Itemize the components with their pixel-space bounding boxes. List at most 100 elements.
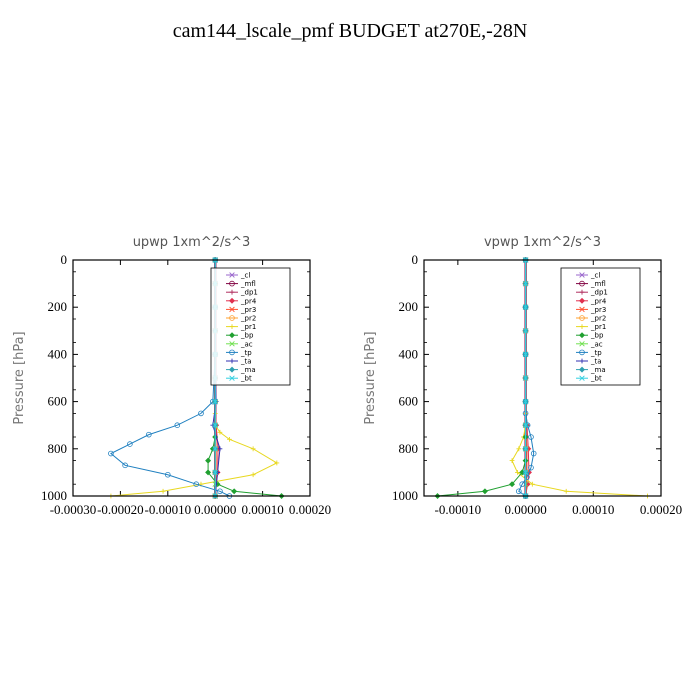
- series-point-pr1: [274, 460, 280, 466]
- series-point-pr1: [509, 458, 515, 463]
- legend-marker: [229, 280, 235, 287]
- series-point-bp: [205, 469, 212, 476]
- series-point-ta: [217, 446, 223, 452]
- legend-label: _bt: [590, 375, 602, 383]
- x-tick-label: -0.00010: [435, 502, 482, 517]
- legend-label: _ma: [240, 366, 256, 374]
- y-tick-label: 1000: [41, 488, 67, 503]
- legend-marker: [579, 280, 585, 287]
- legend-label: _tp: [240, 349, 252, 357]
- legend-label: _pr1: [240, 323, 256, 331]
- series-point-bt: [212, 446, 218, 452]
- series-point-tp: [174, 422, 181, 429]
- legend-marker: [229, 358, 235, 364]
- legend-marker: [229, 289, 235, 295]
- y-tick-label: 400: [48, 346, 68, 361]
- legend-label: _ac: [240, 340, 253, 348]
- legend-label: _dp1: [590, 289, 608, 297]
- series-point-bt: [522, 304, 529, 310]
- legend-label: _pr2: [590, 315, 606, 323]
- series-point-bt: [522, 469, 529, 476]
- series-point-tp: [193, 481, 200, 488]
- legend-marker: [229, 341, 235, 347]
- legend-marker: [579, 341, 585, 347]
- series-point-tp: [146, 431, 152, 438]
- legend-label: _pr1: [590, 323, 606, 331]
- series-point-bp: [205, 457, 212, 464]
- plot-frame: [72, 259, 311, 497]
- legend-marker: [229, 324, 235, 329]
- legend-label: _dp1: [240, 289, 258, 297]
- legend-marker: [229, 297, 235, 304]
- legend-label: _bp: [590, 332, 604, 340]
- legend-marker: [229, 332, 235, 339]
- legend-marker: [579, 349, 585, 356]
- legend-marker: [229, 349, 235, 356]
- series-point-tp: [528, 464, 534, 471]
- x-tick-label: 0.00000: [504, 502, 546, 517]
- y-tick-label: 1000: [392, 488, 418, 503]
- x-tick-label: 0.00010: [241, 502, 283, 517]
- y-tick-label: 800: [48, 441, 68, 456]
- legend-label: _tp: [590, 349, 602, 357]
- legend-label: _ta: [240, 358, 252, 366]
- series-point-bt: [522, 398, 529, 405]
- x-tick-label: 0.00020: [640, 502, 682, 517]
- series-point-pr1: [217, 429, 223, 435]
- x-tick-label: 0.00020: [289, 502, 331, 517]
- legend-marker: [229, 272, 235, 278]
- series-point-tp: [515, 488, 522, 495]
- plot-frame: [423, 259, 662, 497]
- x-tick-label: -0.00010: [145, 502, 192, 517]
- legend-label: _mfl: [240, 280, 256, 288]
- legend-marker: [229, 315, 235, 321]
- series-point-bt: [522, 328, 529, 334]
- y-tick-label: 800: [399, 441, 419, 456]
- series-point-bt: [522, 375, 529, 381]
- series-point-bp: [231, 488, 238, 495]
- legend-label: _ac: [590, 340, 603, 348]
- x-tick-label: -0.00020: [97, 502, 144, 517]
- legend-label: _pr2: [240, 315, 256, 323]
- series-point-bp: [509, 481, 515, 488]
- legend-marker: [579, 272, 585, 278]
- y-tick-label: 0: [412, 252, 419, 267]
- series-point-tp: [519, 481, 525, 488]
- legend-label: _ta: [590, 358, 602, 366]
- series-point-bt: [212, 422, 218, 428]
- legend-label: _bp: [240, 332, 254, 340]
- legend-marker: [579, 375, 585, 381]
- series-point-pr1: [227, 436, 232, 442]
- series-point-tp: [198, 410, 204, 417]
- chart-title: upwp 1xm^2/s^3: [133, 235, 251, 250]
- series-point-bp: [481, 488, 488, 495]
- legend-box: [210, 267, 291, 386]
- legend-marker: [579, 324, 585, 329]
- series-point-bt: [212, 398, 218, 405]
- series-point-pr1: [529, 481, 535, 487]
- series-point-tp: [165, 471, 171, 478]
- series-point-tp: [528, 434, 534, 440]
- legend-marker: [579, 306, 585, 313]
- y-tick-label: 600: [48, 394, 68, 409]
- legend-marker: [579, 289, 585, 295]
- legend-label: _ma: [590, 366, 606, 374]
- series-point-bt: [522, 280, 529, 287]
- y-tick-label: 400: [399, 346, 419, 361]
- y-axis-label: Pressure [hPa]: [12, 331, 27, 424]
- y-tick-label: 200: [399, 299, 419, 314]
- legend-marker: [579, 297, 585, 304]
- series-point-tp: [127, 441, 133, 447]
- legend-label: _pr4: [240, 297, 257, 305]
- series-point-tp: [217, 488, 223, 495]
- series-point-pr1: [515, 470, 520, 475]
- series-point-bt: [522, 351, 529, 358]
- legend-marker: [229, 306, 235, 313]
- chart-1: vpwp 1xm^2/s^3 Pressure [hPa] 0 200 400 600 80…: [363, 235, 682, 517]
- series-point-pr1: [250, 446, 256, 452]
- series-point-tp: [524, 474, 530, 480]
- legend-marker: [229, 366, 235, 373]
- legend-box: [560, 267, 641, 386]
- legend-label: _bt: [240, 375, 252, 383]
